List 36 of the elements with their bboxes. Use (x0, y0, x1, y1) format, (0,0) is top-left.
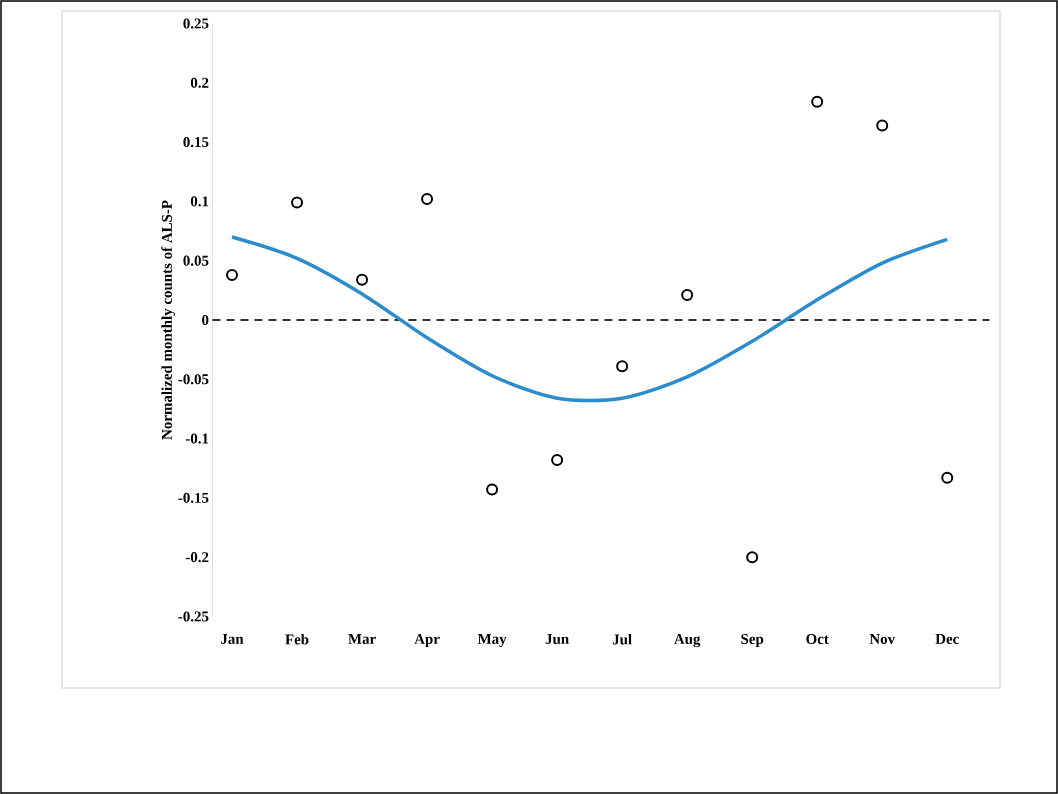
point (291, 196, 304, 209)
point (681, 289, 694, 302)
y-axis-title: Normalized monthly counts of ALS-P (161, 200, 176, 440)
point (616, 360, 629, 373)
y-tick-label: -0.2 (185, 552, 209, 563)
x-tick-label: Feb (285, 634, 309, 645)
point (551, 453, 564, 466)
x-tick-label: Oct (806, 634, 829, 645)
y-tick-label: 0.1 (190, 196, 209, 207)
x-tick-label: Jul (612, 634, 632, 645)
x-tick-label: Jan (221, 634, 244, 644)
x-tick-label: Nov (869, 634, 896, 644)
point (746, 551, 759, 564)
y-tick-label: 0.15 (183, 137, 209, 148)
point (356, 273, 369, 286)
y-tick-label: -0.15 (178, 492, 209, 503)
y-tick-label: -0.1 (185, 433, 209, 444)
point (226, 268, 239, 281)
y-tick-label: 0 (202, 314, 209, 326)
x-tick-label: Apr (414, 634, 440, 648)
x-tick-label: May (477, 634, 507, 648)
point (941, 471, 954, 484)
x-tick-label: Mar (348, 634, 376, 644)
y-tick-label: 0.2 (190, 77, 209, 88)
point (486, 483, 499, 496)
point (811, 95, 824, 108)
point (876, 119, 889, 132)
y-tick-label: -0.05 (178, 374, 209, 385)
y-tick-label: 0.25 (183, 18, 209, 29)
x-tick-label: Aug (674, 634, 701, 648)
y-tick-label: 0.05 (183, 255, 209, 266)
x-tick-label: Jun (545, 634, 569, 644)
y-tick-label: -0.25 (178, 611, 209, 622)
point (421, 193, 434, 206)
x-tick-label: Dec (935, 634, 959, 644)
x-tick-label: Sep (741, 634, 764, 648)
